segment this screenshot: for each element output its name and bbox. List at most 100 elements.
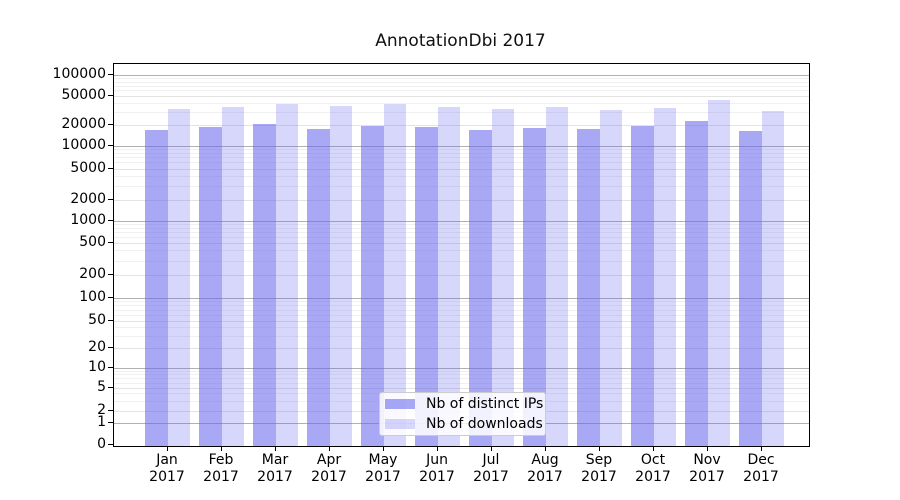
gridline (114, 157, 809, 158)
x-tick-month: Jan (156, 452, 178, 468)
bar-downloads-sep (599, 110, 623, 446)
x-tick-month: Feb (208, 452, 234, 468)
x-tick-year: 2017 (743, 469, 779, 485)
bar-distinct-ips-sep (577, 129, 600, 446)
x-tick-mark (707, 446, 708, 451)
y-tick-label: 100000 (52, 66, 106, 82)
gridline (114, 169, 809, 170)
gridline (114, 298, 809, 299)
y-tick-mark (108, 124, 113, 125)
y-tick-mark (108, 74, 113, 75)
bar-downloads-dec (761, 111, 785, 446)
bar-downloads-jun (437, 106, 461, 446)
gridline (114, 250, 809, 251)
x-tick-year: 2017 (527, 469, 563, 485)
y-tick-label: 5 (97, 379, 106, 395)
y-tick-label: 200 (79, 266, 106, 282)
bar-downloads-oct (653, 108, 677, 446)
x-tick-mark (329, 446, 330, 451)
y-tick-mark (108, 367, 113, 368)
gridline (114, 327, 809, 328)
x-tick-mark (653, 446, 654, 451)
x-tick-year: 2017 (473, 469, 509, 485)
x-tick-label: Sep 2017 (567, 452, 631, 486)
gridline (114, 310, 809, 311)
x-tick-year: 2017 (689, 469, 725, 485)
gridline (114, 146, 809, 147)
legend-label-downloads: Nb of downloads (426, 416, 543, 432)
y-tick-mark (108, 274, 113, 275)
y-tick-mark (108, 297, 113, 298)
y-tick-label: 50000 (61, 87, 106, 103)
x-tick-year: 2017 (311, 469, 347, 485)
bars-layer (114, 64, 809, 446)
x-tick-year: 2017 (581, 469, 617, 485)
bar-downloads-mar (275, 103, 299, 446)
x-tick-month: Mar (261, 452, 289, 468)
gridline (114, 186, 809, 187)
bar-downloads-aug (545, 107, 569, 446)
legend-swatch-downloads (385, 419, 415, 429)
gridline (114, 261, 809, 262)
y-tick-label: 20000 (61, 116, 106, 132)
x-tick-month: Oct (640, 452, 666, 468)
x-tick-mark (221, 446, 222, 451)
y-tick-mark (108, 220, 113, 221)
x-tick-mark (437, 446, 438, 451)
y-tick-mark (108, 168, 113, 169)
bar-downloads-nov (707, 100, 731, 446)
x-tick-year: 2017 (365, 469, 401, 485)
bar-distinct-ips-dec (739, 131, 762, 446)
gridline (114, 305, 809, 306)
gridline (114, 78, 809, 79)
y-tick-mark (108, 242, 113, 243)
x-tick-label: Feb 2017 (189, 452, 253, 486)
bar-distinct-ips-aug (523, 128, 546, 446)
x-tick-month: Aug (531, 452, 559, 468)
y-tick-label: 20 (88, 339, 106, 355)
gridline (114, 243, 809, 244)
y-tick-label: 10 (88, 359, 106, 375)
gridline (114, 301, 809, 302)
x-tick-month: Jul (482, 452, 500, 468)
gridline (114, 96, 809, 97)
bar-distinct-ips-jan (145, 130, 168, 446)
gridline (114, 149, 809, 150)
x-tick-month: May (368, 452, 398, 468)
gridline (114, 103, 809, 104)
x-tick-month: Sep (585, 452, 613, 468)
x-tick-year: 2017 (419, 469, 455, 485)
x-tick-mark (545, 446, 546, 451)
y-tick-label: 1000 (70, 212, 106, 228)
legend-label-distinct-ips: Nb of distinct IPs (426, 396, 544, 412)
x-tick-label: Nov 2017 (675, 452, 739, 486)
x-tick-month: Nov (693, 452, 721, 468)
legend-item-downloads: Nb of downloads (385, 414, 545, 434)
x-tick-label: Jul 2017 (459, 452, 523, 486)
y-tick-mark (108, 199, 113, 200)
gridline (114, 86, 809, 87)
bar-distinct-ips-feb (199, 127, 222, 446)
x-tick-label: Jan 2017 (135, 452, 199, 486)
y-tick-label: 10000 (61, 137, 106, 153)
bar-distinct-ips-mar (253, 124, 276, 446)
y-tick-label: 2 (97, 402, 106, 418)
x-tick-label: Jun 2017 (405, 452, 469, 486)
x-tick-mark (383, 446, 384, 451)
gridline (114, 224, 809, 225)
gridline (114, 228, 809, 229)
x-tick-label: Mar 2017 (243, 452, 307, 486)
x-tick-mark (599, 446, 600, 451)
y-tick-label: 50 (88, 312, 106, 328)
x-tick-label: Aug 2017 (513, 452, 577, 486)
x-tick-year: 2017 (257, 469, 293, 485)
x-tick-label: Apr 2017 (297, 452, 361, 486)
plot-area (113, 63, 810, 447)
legend-item-distinct-ips: Nb of distinct IPs (385, 394, 545, 414)
bar-distinct-ips-oct (631, 125, 654, 446)
y-tick-label: 0 (97, 436, 106, 452)
x-tick-label: May 2017 (351, 452, 415, 486)
gridline (114, 221, 809, 222)
bar-distinct-ips-nov (685, 121, 708, 446)
